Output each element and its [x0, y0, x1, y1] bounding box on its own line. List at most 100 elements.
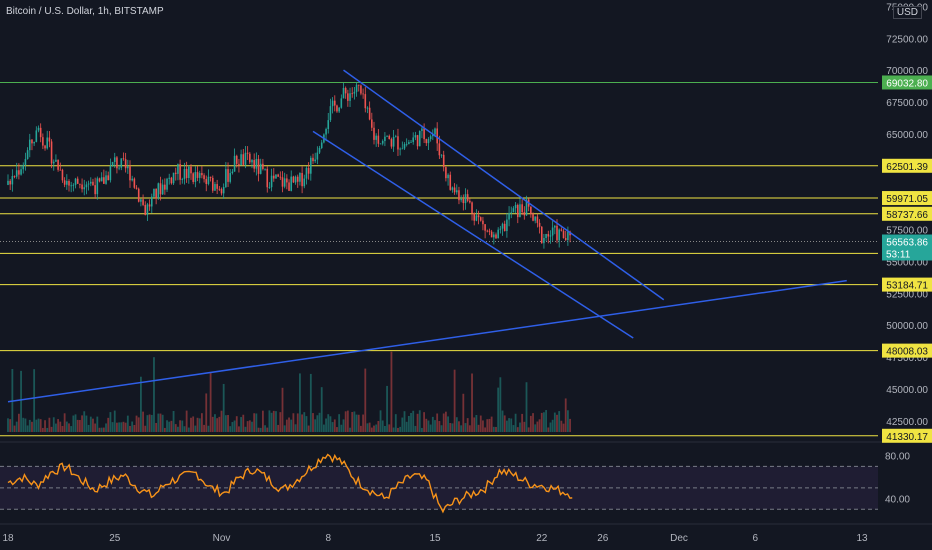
volume-bar [83, 411, 86, 432]
candle-body [510, 212, 513, 214]
volume-bar [547, 427, 550, 432]
volume-bar [35, 419, 38, 432]
candle-body [129, 166, 131, 181]
candle-body [135, 187, 138, 189]
volume-bar [61, 425, 64, 432]
time-tick-label: 22 [536, 533, 548, 544]
candle-body [338, 107, 340, 112]
volume-bar [482, 420, 484, 432]
volume-bar [497, 387, 500, 432]
candle-body [401, 148, 404, 150]
candle-body [475, 215, 478, 221]
volume-bar [281, 387, 284, 432]
time-tick-label: 8 [325, 533, 331, 544]
volume-bar [57, 419, 60, 432]
volume-bar [427, 420, 430, 432]
candle-body [484, 224, 486, 231]
volume-bar [187, 427, 190, 432]
volume-bar [318, 412, 321, 432]
candle-body [554, 225, 556, 228]
candle-body [427, 139, 430, 144]
volume-bar [76, 419, 79, 432]
candle-body [98, 178, 101, 182]
candle-body [225, 169, 227, 188]
volume-bar [259, 427, 262, 432]
volume-bar [301, 414, 304, 432]
currency-button[interactable]: USD [892, 6, 922, 19]
candle-body [181, 179, 184, 180]
candle-body [342, 87, 345, 99]
price-tick-label: 42500.00 [886, 417, 928, 428]
candle-body [192, 173, 194, 182]
candle-body [519, 204, 521, 218]
volume-bar [113, 410, 116, 432]
candle-body [316, 152, 319, 160]
candle-body [209, 176, 212, 178]
volume-bar [231, 422, 234, 432]
price-axis-bg [880, 0, 932, 550]
candle-body [81, 184, 83, 190]
candle-body [22, 164, 25, 170]
candle-body [501, 223, 504, 229]
candle-body [207, 176, 210, 184]
candle-body [429, 136, 432, 140]
volume-bar [536, 421, 539, 432]
candle-body [233, 155, 236, 172]
volume-bar [109, 412, 112, 432]
candle-body [161, 184, 164, 195]
volume-bar [102, 427, 105, 432]
candle-body [499, 228, 502, 230]
candle-body [35, 130, 38, 142]
volume-bar [479, 415, 482, 432]
volume-bar [242, 414, 245, 432]
volume-bar [299, 373, 301, 432]
volume-bar [207, 425, 210, 432]
volume-bar [144, 425, 147, 432]
candle-body [549, 235, 552, 237]
candle-body [310, 157, 312, 174]
candle-body [255, 158, 258, 169]
volume-bar [203, 424, 205, 432]
candle-body [196, 172, 199, 178]
volume-bar [50, 426, 53, 432]
candle-body [74, 178, 77, 185]
volume-bar [466, 418, 469, 432]
volume-bar [403, 411, 406, 432]
volume-bar [15, 421, 18, 432]
candle-body [347, 93, 349, 101]
volume-bar [556, 414, 558, 432]
volume-bar [508, 418, 510, 432]
volume-bar [453, 369, 456, 432]
volume-bar [296, 413, 299, 432]
candle-body [477, 215, 480, 218]
candle-body [445, 167, 447, 179]
candle-body [366, 107, 369, 109]
volume-bar [512, 425, 515, 432]
volume-bar [464, 423, 467, 432]
candle-body [168, 177, 171, 179]
candle-body [545, 234, 547, 238]
candle-body [238, 163, 240, 166]
volume-bar [285, 419, 288, 432]
volume-bar [163, 427, 166, 432]
volume-bar [381, 420, 384, 432]
volume-bar [279, 412, 282, 432]
candle-body [198, 173, 201, 178]
level-price-tag [882, 191, 932, 206]
volume-bar [168, 421, 171, 432]
time-tick-label: 26 [597, 533, 609, 544]
level-price-tag [882, 75, 932, 90]
candle-body [166, 178, 168, 190]
candle-body [414, 135, 417, 138]
price-tick-label: 67500.00 [886, 98, 928, 109]
candle-body [15, 170, 18, 177]
volume-bar [33, 369, 36, 432]
candle-body [83, 187, 86, 190]
volume-bar [7, 418, 9, 432]
volume-bar [129, 425, 131, 432]
volume-bar [124, 422, 127, 432]
candle-body [146, 204, 149, 215]
volume-bar [543, 412, 545, 432]
candle-body [379, 143, 382, 145]
candle-body [127, 166, 129, 169]
